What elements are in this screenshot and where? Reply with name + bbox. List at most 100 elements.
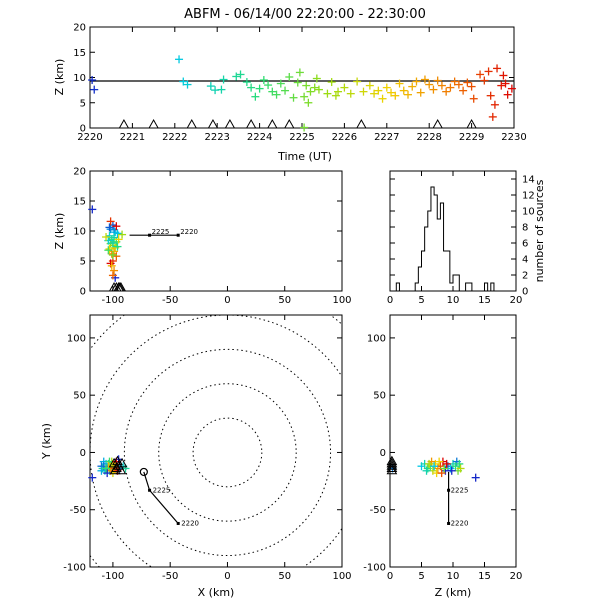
plan-y-axis-tick-label: 0 <box>80 448 86 459</box>
track-time-label: 2225 <box>153 486 171 494</box>
plan-x-axis-tick-label: -50 <box>162 571 178 582</box>
x-height-z-axis-tick-label: 0 <box>80 287 86 298</box>
track-time-label: 2225 <box>451 486 469 494</box>
x-height-x-axis-tick-label: 100 <box>332 295 351 306</box>
track-marker <box>447 521 451 525</box>
track-end-circle <box>139 467 148 477</box>
station-marker <box>356 118 367 129</box>
time-axis-tick-label: 2230 <box>501 132 526 143</box>
time-axis-tick-label: 2229 <box>459 132 484 143</box>
plan-x-axis-tick-label: 0 <box>224 571 230 582</box>
histogram-count-axis-tick-label: 2 <box>522 271 528 282</box>
station-marker <box>386 460 398 470</box>
time-height-z-axis-tick-label: 15 <box>73 48 86 59</box>
x-height-x-axis-tick-label: -50 <box>162 295 178 306</box>
station-marker <box>466 118 477 129</box>
station-marker <box>115 464 127 475</box>
histogram-count-axis-tick-label: 12 <box>522 191 535 202</box>
range-ring <box>192 417 263 488</box>
station-marker <box>266 118 278 129</box>
station-marker <box>118 118 130 129</box>
z-y-y-axis-tick-label: 100 <box>367 333 386 344</box>
time-axis-tick-label: 2220 <box>77 132 102 143</box>
track-marker <box>148 488 152 492</box>
time-axis-tick-label: 2226 <box>332 132 357 143</box>
histogram-count-axis-tick-label: 14 <box>522 175 535 186</box>
plan-view-panel <box>89 314 343 568</box>
plan-x-axis-tick-label: 50 <box>278 571 291 582</box>
x-height-z-label: Z (km) <box>53 213 66 250</box>
x-height-z-axis-tick-label: 20 <box>73 167 86 178</box>
time-axis-tick-label: 2223 <box>204 132 229 143</box>
time-height-z-label: Z (km) <box>53 59 66 96</box>
range-ring <box>158 383 297 522</box>
time-height-z-axis-tick-label: 20 <box>73 23 86 34</box>
z-y-z-axis-tick-label: 15 <box>478 571 491 582</box>
time-height-z-axis-tick-label: 0 <box>80 124 86 135</box>
z-y-z-axis-tick-label: 5 <box>418 571 424 582</box>
track-marker <box>148 233 152 237</box>
x-height-panel <box>89 170 343 292</box>
histogram-count-label: number of sources <box>533 179 546 282</box>
plan-y-label: Y (km) <box>40 423 53 460</box>
figure-title: ABFM - 06/14/00 22:20:00 - 22:30:00 <box>184 7 426 22</box>
station-marker <box>112 455 123 466</box>
station-marker <box>116 457 128 468</box>
z-y-y-axis-tick-label: -50 <box>370 505 386 516</box>
plan-y-axis-tick-label: 50 <box>73 391 86 402</box>
time-height-z-axis-tick-label: 10 <box>73 73 86 84</box>
x-height-x-axis-tick-label: 0 <box>224 295 230 306</box>
x-height-z-axis-tick-label: 15 <box>73 197 86 208</box>
station-marker <box>386 455 398 466</box>
station-marker <box>386 457 398 468</box>
time-height-panel <box>89 26 515 129</box>
time-axis-tick-label: 2227 <box>374 132 399 143</box>
station-marker <box>207 118 219 129</box>
plan-y-axis-tick-label: 100 <box>67 333 86 344</box>
plan-x-axis-tick-label: -100 <box>102 571 125 582</box>
station-marker <box>115 281 127 292</box>
histogram-step-line <box>390 186 516 292</box>
plan-x-axis-tick-label: 100 <box>332 571 351 582</box>
station-marker <box>283 118 295 129</box>
histogram-x-axis-tick-label: 0 <box>387 295 393 306</box>
station-marker <box>186 118 198 129</box>
track-time-label: 2220 <box>181 519 199 527</box>
track-time-label: 2220 <box>451 519 469 527</box>
station-marker <box>386 462 398 472</box>
z-y-z-label: Z (km) <box>435 586 472 599</box>
station-marker <box>109 464 121 475</box>
plan-y-axis-tick-label: -50 <box>70 505 86 516</box>
station-marker <box>148 118 159 129</box>
histogram-count-axis-tick-label: 0 <box>522 287 528 298</box>
x-height-z-axis-tick-label: 10 <box>73 227 86 238</box>
histogram-x-axis-tick-label: 20 <box>510 295 523 306</box>
histogram-x-axis-tick-label: 5 <box>418 295 424 306</box>
time-axis-tick-label: 2222 <box>162 132 187 143</box>
histogram-count-axis-tick-label: 8 <box>522 223 528 234</box>
time-axis-tick-label: 2224 <box>247 132 272 143</box>
plan-x-label: X (km) <box>198 586 235 599</box>
histogram-x-axis-tick-label: 10 <box>447 295 460 306</box>
track-time-label: 2225 <box>152 228 170 236</box>
track-time-label: 2220 <box>180 228 198 236</box>
z-y-y-axis-tick-label: 0 <box>380 448 386 459</box>
histogram-x-axis-tick-label: 15 <box>478 295 491 306</box>
range-ring <box>123 348 332 557</box>
time-axis-tick-label: 2225 <box>289 132 314 143</box>
plan-content <box>90 315 342 567</box>
x-height-z-axis-tick-label: 5 <box>80 257 86 268</box>
time-axis-label: Time (UT) <box>277 150 332 163</box>
track-marker <box>447 488 451 492</box>
histogram-count-axis-tick-label: 10 <box>522 207 535 218</box>
z-y-panel <box>389 314 517 568</box>
z-y-z-axis-tick-label: 0 <box>387 571 393 582</box>
z-y-y-axis-tick-label: -100 <box>363 563 386 574</box>
z-y-z-axis-tick-label: 10 <box>447 571 460 582</box>
time-height-z-axis-tick-label: 5 <box>80 98 86 109</box>
x-height-x-axis-tick-label: 50 <box>278 295 291 306</box>
station-marker <box>386 464 398 475</box>
station-marker <box>224 118 236 129</box>
